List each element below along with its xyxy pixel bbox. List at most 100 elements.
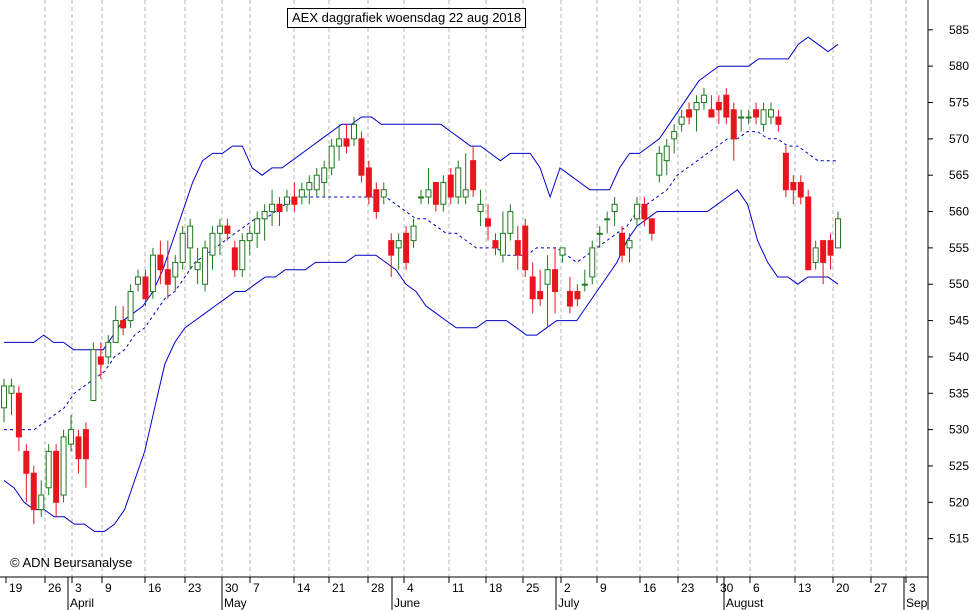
candle-body	[656, 152, 663, 176]
candle-body	[179, 232, 186, 263]
x-tick-label: 23	[681, 581, 695, 595]
candle-body	[269, 203, 276, 213]
candle-body	[23, 450, 30, 474]
candle-body	[298, 189, 305, 198]
candle-body	[738, 116, 745, 119]
candle-body	[135, 276, 142, 285]
candle-body	[753, 109, 760, 118]
x-tick-label: 30	[225, 581, 239, 595]
candle-body	[514, 240, 521, 256]
month-label: April	[70, 596, 94, 610]
candle-body	[157, 254, 164, 271]
y-tick-label: 515	[949, 532, 969, 546]
y-tick-label: 530	[949, 423, 969, 437]
candle-body	[544, 269, 551, 285]
candle-body	[462, 189, 469, 198]
candle-body	[224, 225, 231, 234]
candle-body	[805, 196, 812, 271]
candle-body	[559, 247, 566, 256]
copyright-credit: © ADN Beursanalyse	[10, 555, 133, 570]
month-label: June	[394, 596, 420, 610]
candle-body	[812, 247, 819, 263]
candle-body	[693, 102, 700, 111]
candle-body	[68, 429, 75, 445]
candle-body	[291, 196, 298, 205]
x-tick-label: 21	[332, 581, 346, 595]
candle-body	[604, 218, 611, 221]
candle-body	[38, 494, 45, 511]
candle-body	[112, 320, 119, 343]
candle-body	[90, 349, 97, 402]
candle-body	[246, 232, 253, 242]
y-tick-label: 575	[949, 96, 969, 110]
candle-body	[306, 181, 313, 191]
candle-body	[574, 291, 581, 300]
candle-body	[313, 174, 320, 191]
candle-body	[440, 181, 447, 205]
candle-body	[321, 167, 328, 183]
candle-body	[276, 203, 283, 213]
candle-body	[470, 160, 477, 191]
candle-body	[30, 472, 37, 511]
candle-body	[641, 203, 648, 220]
month-label: July	[558, 596, 579, 610]
candle-body	[194, 261, 201, 271]
candle-body	[418, 196, 424, 199]
candle-body	[209, 232, 216, 256]
candle-body	[149, 254, 156, 292]
candle-body	[648, 218, 655, 234]
candle-body	[619, 232, 626, 256]
candle-body	[75, 436, 82, 460]
candle-body	[537, 291, 544, 300]
candle-body	[835, 218, 841, 249]
candle-body	[373, 189, 380, 213]
candle-body	[820, 240, 827, 263]
x-tick-label: 9	[105, 581, 112, 595]
candle-body	[760, 109, 767, 125]
candle-body	[15, 392, 22, 438]
candle-body	[686, 109, 693, 118]
candle-body	[507, 211, 514, 234]
candle-body	[239, 240, 246, 271]
x-tick-label: 14	[297, 581, 311, 595]
x-tick-label: 13	[798, 581, 812, 595]
candle-body	[633, 203, 640, 220]
candle-body	[499, 232, 506, 256]
month-label: August	[726, 596, 764, 610]
upper-band-line	[4, 36, 839, 351]
candle-body	[723, 94, 730, 118]
candle-body	[529, 276, 536, 300]
candle-body	[231, 247, 238, 271]
x-tick-label: 26	[48, 581, 62, 595]
y-tick-label: 570	[949, 132, 969, 146]
candle-body	[53, 450, 60, 503]
candle-body	[581, 283, 588, 286]
lower-band-line	[3, 188, 839, 532]
candle-body	[782, 152, 789, 191]
x-tick-label: 30	[720, 581, 734, 595]
candle-body	[142, 276, 149, 300]
x-tick-label: 27	[874, 581, 888, 595]
x-tick-label: 2	[564, 581, 571, 595]
x-tick-label: 3	[75, 581, 82, 595]
candle-body	[328, 145, 335, 169]
candle-body	[671, 131, 678, 140]
y-tick-label: 545	[949, 314, 969, 328]
candle-body	[767, 109, 774, 118]
candle-body	[60, 436, 67, 496]
x-tick-label: 20	[836, 581, 850, 595]
candle-body	[700, 94, 707, 103]
candle-body	[336, 138, 343, 147]
y-tick-label: 535	[949, 386, 969, 400]
candle-body	[82, 429, 89, 460]
candle-body	[566, 291, 573, 307]
y-tick-label: 550	[949, 277, 969, 291]
candle-body	[522, 225, 529, 271]
candle-body	[97, 356, 104, 365]
candle-body	[708, 109, 715, 118]
x-tick-label: 25	[526, 581, 540, 595]
candle-body	[797, 181, 804, 198]
candle-body	[202, 247, 209, 285]
candle-body	[432, 181, 439, 205]
